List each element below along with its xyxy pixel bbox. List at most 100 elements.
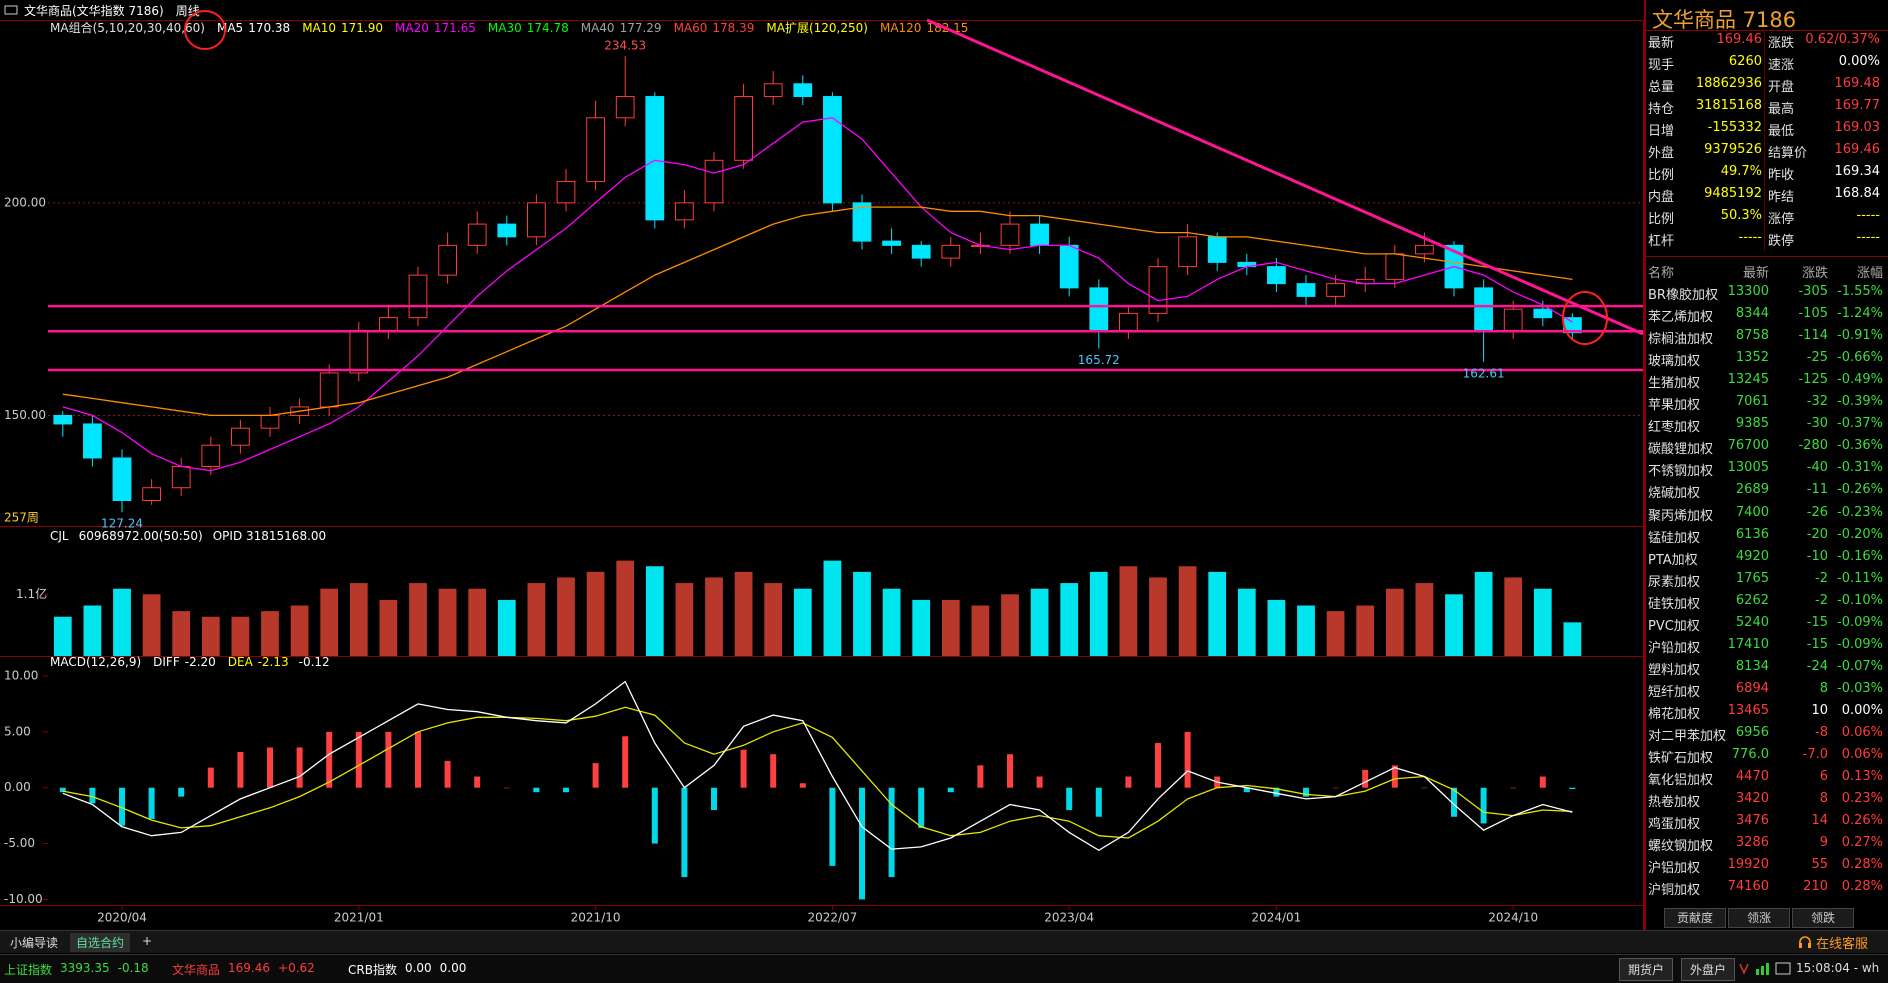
list-name[interactable]: 沪铅加权 xyxy=(1648,640,1701,656)
ticker-price: 0.00 xyxy=(404,961,432,975)
legend-name: MA组合(5,10,20,30,40,60) xyxy=(50,20,205,35)
account-button[interactable]: 外盘户 xyxy=(1681,958,1736,981)
list-value: 19920 xyxy=(1727,857,1769,873)
x-tick-label: 2020/04 xyxy=(97,911,147,925)
candle-body xyxy=(1503,308,1523,331)
volume-bar xyxy=(201,616,220,656)
macd-bar xyxy=(622,736,629,788)
list-name[interactable]: 棕榈油加权 xyxy=(1648,332,1714,348)
list-value: -305 xyxy=(1798,284,1828,299)
list-name[interactable]: 沪铝加权 xyxy=(1648,861,1701,877)
bottom-tab[interactable]: 小编导读 xyxy=(10,936,59,950)
list-value: 1352 xyxy=(1735,350,1769,366)
candle-body xyxy=(231,427,250,446)
macd-bar xyxy=(1539,776,1546,788)
quote-label: 涨停 xyxy=(1768,212,1795,227)
support-link[interactable]: 在线客服 xyxy=(1815,937,1868,952)
list-name[interactable]: PVC加权 xyxy=(1648,618,1700,634)
candle-body xyxy=(1415,244,1434,255)
macd-bar xyxy=(385,731,392,788)
list-name[interactable]: 铁矿石加权 xyxy=(1648,751,1714,767)
list-name[interactable]: 沪铜加权 xyxy=(1648,883,1701,899)
list-value: 0.28% xyxy=(1841,879,1883,895)
list-value: -10 xyxy=(1806,548,1828,564)
list-name[interactable]: 短纤加权 xyxy=(1648,684,1701,700)
volume-bar xyxy=(586,571,605,656)
list-name[interactable]: 螺纹钢加权 xyxy=(1648,839,1714,855)
macd-bar xyxy=(237,751,244,788)
list-value: 8758 xyxy=(1735,328,1769,344)
list-name[interactable]: 氧化铝加权 xyxy=(1648,773,1714,789)
list-value: 10 xyxy=(1811,702,1828,718)
candle-body xyxy=(911,244,931,259)
candle-body xyxy=(112,457,132,501)
list-name[interactable]: 生猪加权 xyxy=(1648,376,1701,392)
list-name[interactable]: 锰硅加权 xyxy=(1648,530,1701,546)
volume-bar xyxy=(675,583,694,656)
list-value: 0.23% xyxy=(1841,791,1883,807)
x-tick-label: 2022/07 xyxy=(807,911,857,925)
legend-name: MA扩展(120,250) xyxy=(766,21,868,35)
bottom-tab[interactable]: + xyxy=(142,934,153,948)
candle-body xyxy=(1533,308,1553,319)
list-value: -40 xyxy=(1806,460,1828,476)
macd-bar xyxy=(947,787,954,793)
list-name[interactable]: 尿素加权 xyxy=(1648,574,1701,590)
candle-body xyxy=(615,96,635,119)
list-value: -0.09% xyxy=(1837,614,1883,630)
macd-bar xyxy=(859,787,865,900)
bottom-tab[interactable]: 自选合约 xyxy=(70,933,131,952)
list-name[interactable]: 碳酸锂加权 xyxy=(1648,442,1714,458)
list-name[interactable]: 热卷加权 xyxy=(1648,795,1701,811)
list-value: 9385 xyxy=(1735,416,1769,432)
list-value: -0.16% xyxy=(1837,548,1883,564)
list-value: 6262 xyxy=(1735,592,1769,608)
candle-body xyxy=(556,181,576,204)
candle-body xyxy=(83,423,102,459)
bottom-tab-bar: 小编导读 自选合约 + 在线客服 xyxy=(0,930,1888,953)
volume-bar xyxy=(1267,599,1286,656)
list-name[interactable]: 对二甲苯加权 xyxy=(1648,729,1727,744)
list-name[interactable]: 棉花加权 xyxy=(1648,706,1701,722)
list-name[interactable]: PTA加权 xyxy=(1648,552,1698,568)
list-name[interactable]: 聚丙烯加权 xyxy=(1648,508,1714,524)
highlight-circle xyxy=(184,10,226,50)
candle-body xyxy=(1326,283,1345,297)
list-name[interactable]: 苹果加权 xyxy=(1648,398,1701,414)
quote-label: 跌停 xyxy=(1768,234,1795,249)
quote-value: 50.3% xyxy=(1720,208,1762,223)
macd-bar xyxy=(711,787,717,811)
account-button[interactable]: 期货户 xyxy=(1619,958,1674,981)
list-value: -105 xyxy=(1798,306,1828,322)
quote-label: 速涨 xyxy=(1768,58,1795,73)
list-value: -0.26% xyxy=(1837,482,1883,498)
legend-title: MACD(12,26,9) xyxy=(50,655,141,669)
panel-tab[interactable]: 贡献度 xyxy=(1664,908,1726,928)
panel-tab[interactable]: 领涨 xyxy=(1728,908,1790,928)
macd-bar xyxy=(207,767,214,788)
x-tick-label: 2023/04 xyxy=(1044,911,1094,925)
list-name[interactable]: 烧碱加权 xyxy=(1648,486,1701,502)
list-name[interactable]: 红枣加权 xyxy=(1648,420,1701,436)
list-value: 210 xyxy=(1803,879,1828,895)
list-name[interactable]: 不锈钢加权 xyxy=(1648,464,1714,480)
candle-body xyxy=(1148,266,1168,314)
quote-value: 169.34 xyxy=(1834,164,1881,179)
divider xyxy=(1646,256,1888,257)
list-name[interactable]: 玻璃加权 xyxy=(1648,354,1701,370)
candle-body xyxy=(201,444,221,467)
list-value: 6956 xyxy=(1735,725,1769,740)
volume-bar xyxy=(349,583,368,656)
list-name[interactable]: 塑料加权 xyxy=(1648,662,1701,678)
list-value: 13300 xyxy=(1727,284,1769,299)
list-name[interactable]: 苯乙烯加权 xyxy=(1648,310,1714,326)
ticker-name: 上证指数 xyxy=(4,963,53,977)
list-value: -0.49% xyxy=(1837,372,1883,388)
list-name[interactable]: 硅铁加权 xyxy=(1648,596,1701,612)
list-name[interactable]: 鸡蛋加权 xyxy=(1648,817,1701,833)
x-tick-label: 2021/10 xyxy=(571,911,621,925)
list-name[interactable]: BR橡胶加权 xyxy=(1648,288,1718,303)
list-value: -15 xyxy=(1806,636,1828,652)
panel-tab[interactable]: 领跌 xyxy=(1792,908,1854,928)
legend-value: 178.39 xyxy=(712,21,754,35)
